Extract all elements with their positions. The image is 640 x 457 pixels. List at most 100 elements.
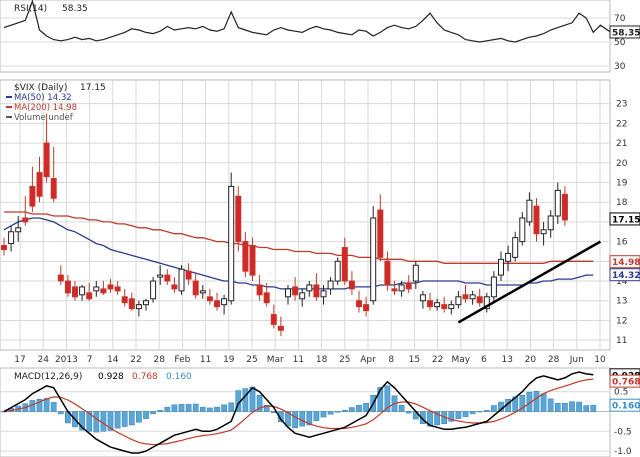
- x-tick-label: 18: [316, 355, 328, 365]
- rsi-title: RSI(14): [14, 4, 47, 14]
- macd-tick-label: -0.5: [614, 427, 632, 437]
- candle-body: [526, 199, 533, 223]
- histogram-bar: [136, 411, 142, 423]
- macd-tag: 0.768: [612, 378, 640, 388]
- macd-tag: 0.160: [612, 402, 640, 412]
- macd-panel: -1.0 -0.5 0.5 0.928 0.768 0.160 MACD(12,26,9…: [0, 367, 640, 457]
- price-tick-label: 16: [616, 238, 628, 248]
- price-tag-box: [609, 212, 640, 226]
- legend-entry: MA(200) 14.98: [14, 103, 77, 113]
- macd-legend-value: 0.768: [132, 372, 158, 382]
- histogram-bar: [285, 411, 291, 427]
- histogram-bar: [292, 411, 298, 428]
- candle-body: [72, 286, 78, 298]
- candle-body: [469, 294, 476, 300]
- histogram-bar: [143, 411, 149, 419]
- x-tick-label: 25: [339, 355, 350, 365]
- candle-body: [8, 231, 15, 245]
- macd-tick-label: 0.5: [614, 388, 628, 398]
- rsi-tick-label: 50: [614, 38, 626, 48]
- candle-body: [171, 284, 178, 290]
- candle-body: [427, 300, 433, 308]
- price-tick-label: 21: [616, 139, 627, 149]
- histogram-bar: [547, 398, 554, 412]
- x-tick-label: 22: [130, 355, 141, 365]
- candle-body: [292, 286, 299, 296]
- macd-tag-box: [609, 398, 640, 412]
- candle-body: [235, 195, 242, 243]
- histogram-bar: [263, 404, 270, 412]
- histogram-bar: [483, 410, 490, 412]
- histogram-bar: [562, 402, 568, 412]
- histogram-bar: [299, 411, 306, 427]
- candle-body: [192, 280, 199, 296]
- x-tick-label: 22: [432, 355, 443, 365]
- candle-body: [221, 298, 228, 306]
- histogram-bar: [576, 401, 582, 412]
- candle-body: [36, 172, 43, 197]
- x-tick-label: 11: [293, 355, 304, 365]
- histogram-bar: [377, 387, 384, 412]
- candle-body: [505, 252, 512, 262]
- candle-body: [327, 280, 334, 290]
- x-tick-label: 20: [525, 355, 537, 365]
- candle-body: [512, 237, 519, 258]
- candle-body: [434, 302, 441, 308]
- x-tick-label: 28: [548, 355, 560, 365]
- candle-body: [405, 282, 412, 290]
- histogram-bar: [320, 411, 327, 418]
- candle-body: [107, 284, 114, 290]
- candle-body: [29, 185, 36, 207]
- candle-body: [540, 229, 547, 235]
- histogram-bar: [349, 407, 355, 412]
- x-tick-label: 19: [223, 355, 235, 365]
- candle-body: [561, 193, 568, 221]
- candle-body: [363, 304, 370, 312]
- histogram-bar: [519, 395, 526, 412]
- histogram-bar: [36, 398, 43, 412]
- histogram-bar: [554, 402, 561, 412]
- trendline-annotation: [457, 240, 602, 324]
- candle-body: [299, 292, 306, 300]
- candle-body: [377, 209, 384, 258]
- ma200-line: [4, 211, 594, 264]
- macd-title: MACD(12,26,9): [14, 372, 82, 382]
- macd-tag-box: [609, 374, 640, 388]
- x-tick-label: 10: [594, 355, 606, 365]
- candle-body: [100, 288, 107, 294]
- macd-tick-label: -1.0: [614, 447, 632, 457]
- price-value: 17.15: [80, 83, 106, 93]
- candle-body: [1, 245, 7, 250]
- histogram-bar: [569, 401, 575, 412]
- legend-entry: MA(50) 14.32: [14, 93, 72, 103]
- candle-body: [135, 304, 142, 310]
- price-panel: 11 12 13 14 15 16 17 18 19 20 21 22 23 17.15 14.98 14.…: [0, 79, 640, 365]
- candle-body: [150, 280, 157, 300]
- candle-body: [498, 258, 504, 276]
- candle-body: [263, 292, 270, 304]
- x-tick-label: 14: [107, 355, 119, 365]
- histogram-bar: [57, 411, 64, 415]
- x-tick-label: 25: [246, 355, 257, 365]
- rsi-panel: 30507090 RSI(14) 58.35 58.35: [0, 0, 640, 73]
- rsi-value: 58.35: [62, 4, 88, 14]
- candle-body: [178, 268, 185, 292]
- x-tick-label: 15: [409, 355, 420, 365]
- price-tick-label: 13: [616, 297, 627, 307]
- price-tick-label: 23: [616, 100, 627, 110]
- price-tick-label: 18: [616, 198, 628, 208]
- histogram-bar: [540, 393, 547, 412]
- price-tick-label: 19: [616, 178, 628, 188]
- x-tick-label: Feb: [174, 355, 190, 365]
- candle-body: [270, 314, 277, 325]
- x-tick-label: Apr: [360, 355, 376, 365]
- candle-body: [249, 245, 256, 276]
- candle-body: [128, 298, 135, 310]
- histogram-bar: [306, 411, 313, 426]
- price-tag: 14.98: [612, 258, 640, 268]
- histogram-bar: [405, 411, 412, 414]
- histogram-bar: [228, 402, 235, 412]
- candle-body: [285, 288, 291, 298]
- x-tick-label: 17: [14, 355, 25, 365]
- candle-body: [356, 300, 362, 308]
